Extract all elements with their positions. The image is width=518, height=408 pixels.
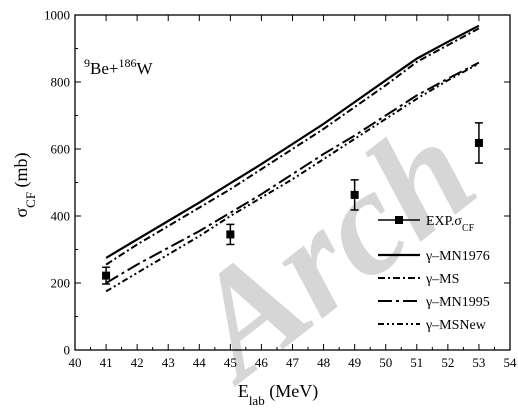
x-axis-label-sub: lab (249, 393, 265, 408)
legend-label-3: γ–MN1995 (425, 295, 490, 310)
exp-point (102, 266, 111, 285)
exp-marker (102, 271, 111, 280)
x-tick-label: 49 (348, 355, 361, 370)
legend-label-exp: EXP.σCF (426, 214, 475, 234)
y-tick-label: 600 (51, 142, 71, 157)
x-tick-label: 53 (472, 355, 485, 370)
legend-entry-4: γ–MSNew (378, 318, 487, 333)
annotation-label: 9Be+186W (84, 56, 153, 78)
exp-point (350, 179, 359, 211)
x-tick-label: 44 (193, 355, 207, 370)
exp-point (226, 223, 235, 246)
y-tick-label: 400 (51, 209, 71, 224)
x-tick-label: 40 (69, 355, 82, 370)
x-tick-label: 50 (379, 355, 392, 370)
annotation-sup2: 186 (118, 56, 136, 70)
exp-marker (474, 138, 483, 147)
legend-label-1: γ–MN1976 (425, 249, 490, 264)
x-tick-label: 51 (410, 355, 423, 370)
x-tick-label: 43 (162, 355, 175, 370)
x-tick-label: 42 (131, 355, 144, 370)
legend-entry-exp: EXP.σCF (378, 214, 475, 234)
x-tick-label: 47 (286, 355, 300, 370)
legend-label-4: γ–MSNew (425, 318, 487, 333)
exp-marker (226, 230, 235, 239)
exp-point (474, 122, 483, 164)
x-axis-label-main: E (238, 381, 249, 401)
legend-entry-3: γ–MN1995 (378, 295, 490, 310)
series-line-3 (105, 61, 480, 284)
y-axis-label-unit: (mb) (11, 152, 32, 192)
legend-entry-1: γ–MN1976 (378, 249, 490, 264)
x-axis-label-unit: (MeV) (265, 381, 318, 402)
y-axis-label-main: σ (11, 208, 31, 218)
y-axis-label: σCF (mb) (11, 152, 38, 217)
x-tick-label: 45 (224, 355, 237, 370)
y-tick-label: 800 (51, 75, 71, 90)
x-tick-label: 48 (317, 355, 330, 370)
legend-label-2: γ–MS (425, 272, 459, 287)
series-line-2 (105, 27, 480, 266)
y-tick-label: 200 (51, 276, 71, 291)
x-tick-label: 46 (255, 355, 269, 370)
annotation-sup1: 9 (84, 56, 90, 70)
y-tick-label: 0 (64, 343, 71, 358)
y-axis-label-sub: CF (23, 192, 38, 208)
annotation-main1: Be+ (90, 59, 118, 78)
annotation-main2: W (136, 59, 153, 78)
series-line-1 (105, 24, 480, 259)
x-axis-label: Elab (MeV) (238, 381, 318, 408)
x-tick-label: 41 (100, 355, 113, 370)
x-tick-label: 52 (441, 355, 454, 370)
x-tick-label: 54 (504, 355, 518, 370)
legend: EXP.σCF γ–MN1976 γ–MS γ–MN1995 γ–MSNew (378, 214, 490, 333)
legend-marker-exp (395, 216, 403, 224)
legend-entry-2: γ–MS (378, 272, 459, 287)
y-tick-label: 1000 (44, 8, 70, 23)
series-line-4 (105, 62, 480, 293)
exp-marker (350, 190, 359, 199)
